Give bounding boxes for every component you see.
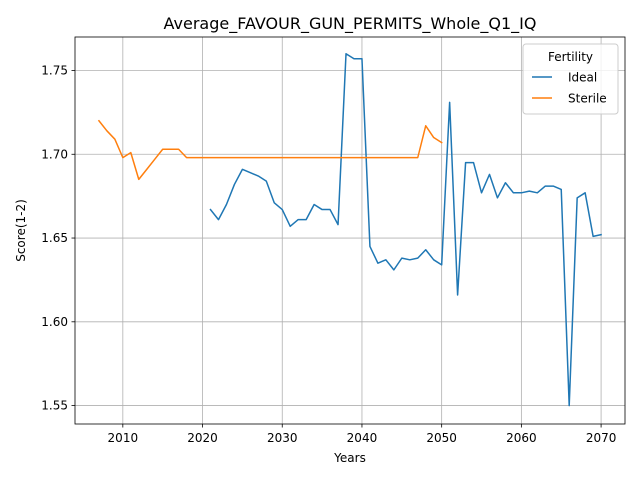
x-tick-label: 2070 [586,431,617,445]
y-tick-label: 1.75 [41,64,68,78]
x-tick-label: 2030 [267,431,298,445]
y-tick-label: 1.65 [41,231,68,245]
legend-label-sterile: Sterile [568,92,607,106]
y-tick-label: 1.60 [41,315,68,329]
x-axis-label: Years [333,451,366,465]
x-tick-label: 2060 [506,431,537,445]
x-tick-label: 2020 [187,431,218,445]
legend: Fertility Ideal Sterile [522,43,619,115]
y-axis-ticks: 1.55 1.60 1.65 1.70 1.75 [41,64,75,413]
series-lines [97,53,602,407]
series-line-sterile [97,119,443,181]
grid [75,37,625,424]
y-tick-label: 1.55 [41,399,68,413]
x-tick-label: 2050 [426,431,457,445]
y-tick-label: 1.70 [41,147,68,161]
legend-box [522,43,619,115]
legend-label-ideal: Ideal [568,71,597,85]
x-tick-label: 2010 [108,431,139,445]
series-line-ideal [209,53,602,407]
y-axis-label: Score(1-2) [14,199,28,262]
plot-frame [74,36,626,425]
x-axis-ticks: 2010 2020 2030 2040 2050 2060 2070 [108,424,617,445]
legend-title: Fertility [548,50,593,64]
x-tick-label: 2040 [347,431,378,445]
chart-title: Average_FAVOUR_GUN_PERMITS_Whole_Q1_IQ [164,14,537,34]
